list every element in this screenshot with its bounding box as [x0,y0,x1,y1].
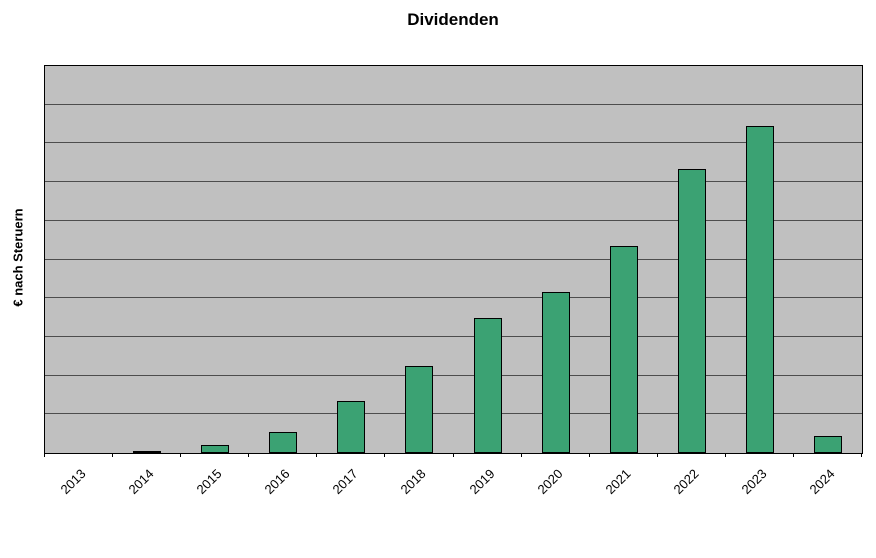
x-axis-tick [861,453,862,457]
gridline [45,103,862,105]
x-axis-tick [44,453,45,457]
gridline [45,374,862,376]
bar-2016 [269,432,297,453]
x-axis-tick [793,453,794,457]
bar-2014 [133,451,161,453]
x-axis-tick [384,453,385,457]
x-tick-label-2021: 2021 [602,466,634,498]
x-axis-tick [453,453,454,457]
gridline [45,297,862,299]
x-tick-label-2013: 2013 [57,466,89,498]
x-axis-tick [316,453,317,457]
gridline [45,413,862,415]
x-tick-label-2017: 2017 [329,466,361,498]
plot-area [44,65,863,454]
x-tick-label-2015: 2015 [193,466,225,498]
x-tick-label-2016: 2016 [261,466,293,498]
x-axis-tick [657,453,658,457]
bar-2022 [678,169,706,453]
x-axis-tick [521,453,522,457]
x-axis-tick [589,453,590,457]
x-tick-label-2019: 2019 [466,466,498,498]
x-tick-label-2020: 2020 [534,466,566,498]
x-axis-tick [180,453,181,457]
bar-2020 [542,292,570,453]
bar-2024 [814,436,842,453]
bar-2017 [337,401,365,453]
chart-title: Dividenden [407,10,499,29]
x-tick-label-2022: 2022 [670,466,702,498]
bar-2023 [746,126,774,453]
bar-2021 [610,246,638,453]
bar-2019 [474,318,502,453]
gridline [45,258,862,260]
x-tick-label-2023: 2023 [738,466,770,498]
x-tick-label-2018: 2018 [397,466,429,498]
x-axis-tick [112,453,113,457]
x-tick-label-2024: 2024 [806,466,838,498]
gridline [45,219,862,221]
bar-2015 [201,445,229,453]
x-tick-label-2014: 2014 [125,466,157,498]
gridline [45,142,862,144]
x-axis-tick [725,453,726,457]
y-axis-label: € nach Steruern [10,208,26,307]
gridline [45,335,862,337]
gridline [45,181,862,183]
bar-2018 [405,366,433,453]
x-axis-tick [248,453,249,457]
